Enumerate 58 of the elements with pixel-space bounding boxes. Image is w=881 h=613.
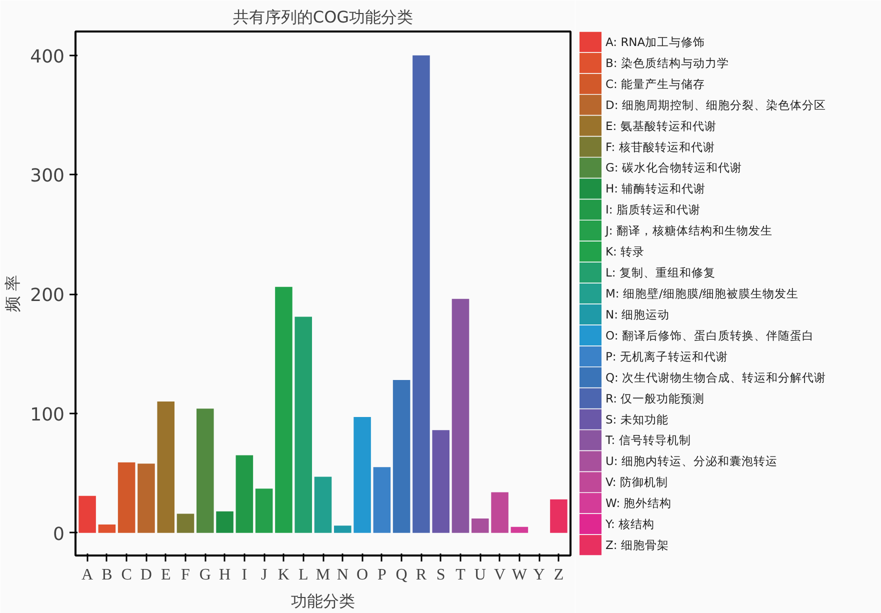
y-axis-title: 频 率 xyxy=(3,274,22,312)
legend-label: Z: 细胞骨架 xyxy=(606,538,669,552)
legend-label: E: 氨基酸转运和代谢 xyxy=(606,118,716,133)
x-tick-label: W xyxy=(512,566,528,584)
x-tick-label: L xyxy=(298,566,308,584)
legend-label: R: 仅一般功能预测 xyxy=(606,391,705,406)
x-tick-label: R xyxy=(416,566,427,584)
legend-label: K: 转录 xyxy=(606,244,645,259)
y-tick-label: 300 xyxy=(30,166,65,187)
legend-label: P: 无机离子转运和代谢 xyxy=(606,349,728,364)
legend-label: B: 染色质结构与动力学 xyxy=(606,56,729,70)
legend-label: G: 碳水化合物转运和代谢 xyxy=(606,160,742,175)
legend-label: M: 细胞壁/细胞膜/细胞被膜生物发生 xyxy=(606,286,799,300)
x-tick-label: Q xyxy=(396,566,408,584)
y-tick-label: 100 xyxy=(30,404,65,426)
y-tick-label: 0 xyxy=(53,524,64,545)
x-tick-label: K xyxy=(278,566,290,584)
legend-label: Y: 核结构 xyxy=(604,517,655,532)
legend-label: T: 信号转导机制 xyxy=(604,433,691,448)
legend-label: D: 细胞周期控制、细胞分裂、染色体分区 xyxy=(606,98,826,112)
x-tick-label: C xyxy=(121,566,132,584)
legend-label: F: 核苷酸转运和代谢 xyxy=(606,140,715,154)
legend-label: V: 防御机制 xyxy=(606,475,668,490)
x-tick-label: B xyxy=(102,566,112,584)
legend-label: J: 翻译，核糖体结构和生物发生 xyxy=(604,224,772,238)
x-tick-label: U xyxy=(474,566,486,584)
legend-label: A: RNA加工与修饰 xyxy=(606,34,706,49)
x-tick-label: I xyxy=(242,566,248,584)
x-tick-label: G xyxy=(199,566,212,584)
x-tick-label: Z xyxy=(554,566,564,584)
legend-label: U: 细胞内转运、分泌和囊泡转运 xyxy=(606,454,778,468)
x-tick-label: M xyxy=(316,566,330,584)
x-tick-label: J xyxy=(260,566,268,584)
x-tick-label: E xyxy=(160,566,171,584)
legend-label: H: 辅酶转运和代谢 xyxy=(606,182,706,196)
legend-label: Q: 次生代谢物生物合成、转运和分解代谢 xyxy=(606,370,826,384)
x-tick-label: T xyxy=(456,566,466,584)
x-tick-label: F xyxy=(181,566,190,584)
x-tick-label: N xyxy=(336,566,349,584)
legend-label: W: 胞外结构 xyxy=(606,496,672,510)
x-axis-title: 功能分类 xyxy=(291,592,355,610)
x-tick-label: H xyxy=(219,566,232,584)
legend-label: N: 细胞运动 xyxy=(606,307,670,322)
legend-label: C: 能量产生与储存 xyxy=(606,76,706,91)
legend-label: S: 未知功能 xyxy=(606,412,668,426)
x-tick-label: D xyxy=(140,566,152,584)
x-tick-label: P xyxy=(377,566,386,584)
y-tick-label: 400 xyxy=(30,46,65,68)
legend-label: L: 复制、重组和修复 xyxy=(606,266,716,280)
x-tick-label: S xyxy=(436,566,446,584)
x-tick-label: Y xyxy=(533,566,546,584)
y-tick-label: 200 xyxy=(30,285,65,306)
x-tick-label: A xyxy=(82,566,94,584)
x-tick-label: V xyxy=(494,566,506,584)
chart-title: 共有序列的COG功能分类 xyxy=(232,8,414,26)
legend-label: I: 脂质转运和代谢 xyxy=(606,202,700,217)
legend-label: O: 翻译后修饰、蛋白质转换、伴随蛋白 xyxy=(606,328,814,342)
x-tick-label: O xyxy=(356,566,368,584)
